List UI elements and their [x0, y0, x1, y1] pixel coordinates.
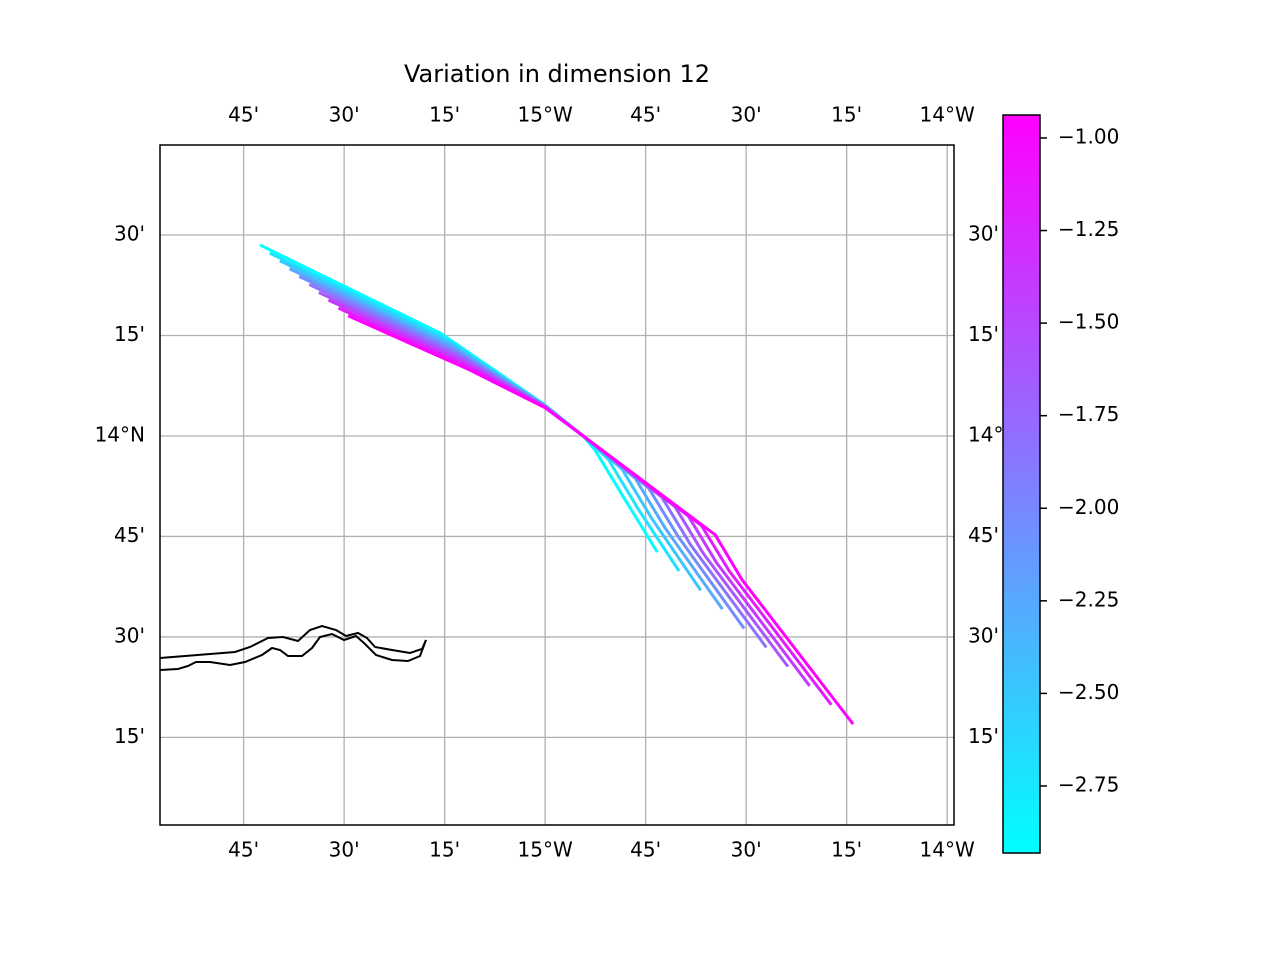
x-tick-label-top: 15'	[429, 103, 460, 127]
x-tick-label: 15'	[429, 838, 460, 862]
y-tick-label: 30'	[114, 222, 145, 246]
colorbar-tick-label: −2.50	[1058, 680, 1119, 704]
x-tick-label-top: 14°W	[920, 103, 975, 127]
y-tick-label: 30'	[114, 623, 145, 647]
trajectory	[318, 291, 790, 668]
y-tick-label-right: 14°N	[968, 422, 1018, 446]
trajectory	[327, 298, 811, 687]
y-tick-label-right: 30'	[968, 623, 999, 647]
x-tick-label: 45'	[630, 838, 661, 862]
colorbar-tick-label: −2.00	[1058, 495, 1119, 519]
y-tick-label: 15'	[114, 322, 145, 346]
y-tick-label-right: 45'	[968, 523, 999, 547]
y-tick-label: 15'	[114, 724, 145, 748]
x-tick-label: 15°W	[518, 838, 573, 862]
colorbar-tick-label: −1.75	[1058, 402, 1119, 426]
y-tick-label: 45'	[114, 523, 145, 547]
colorbar	[1002, 114, 1041, 854]
x-tick-label-top: 30'	[731, 103, 762, 127]
colorbar-tick-label: −1.25	[1058, 217, 1119, 241]
colorbar-tick-label: −1.50	[1058, 310, 1119, 334]
colorbar-tick-label: −2.75	[1058, 772, 1119, 796]
x-tick-label-top: 15°W	[518, 103, 573, 127]
trajectory	[308, 283, 768, 649]
coast	[160, 624, 427, 659]
trajectory	[259, 243, 659, 553]
x-tick-label: 14°W	[920, 838, 975, 862]
colorbar-tick-label: −1.00	[1058, 124, 1119, 148]
x-tick-label: 45'	[228, 838, 259, 862]
chart-title: Variation in dimension 12	[404, 60, 710, 88]
trajectory	[298, 275, 746, 630]
trajectory	[347, 314, 855, 726]
colorbar-tick-label: −2.25	[1058, 587, 1119, 611]
plot-frame	[159, 144, 955, 826]
y-tick-label-right: 30'	[968, 222, 999, 246]
x-tick-label-top: 45'	[228, 103, 259, 127]
x-tick-label: 15'	[831, 838, 862, 862]
y-tick-label-right: 15'	[968, 322, 999, 346]
y-tick-label-right: 15'	[968, 724, 999, 748]
x-tick-label-top: 30'	[329, 103, 360, 127]
coastline	[160, 624, 427, 671]
trajectory	[337, 306, 833, 706]
x-tick-label: 30'	[329, 838, 360, 862]
x-tick-label-top: 15'	[831, 103, 862, 127]
x-tick-label: 30'	[731, 838, 762, 862]
coast	[160, 632, 427, 671]
y-tick-label: 14°N	[95, 422, 145, 446]
x-tick-label-top: 45'	[630, 103, 661, 127]
